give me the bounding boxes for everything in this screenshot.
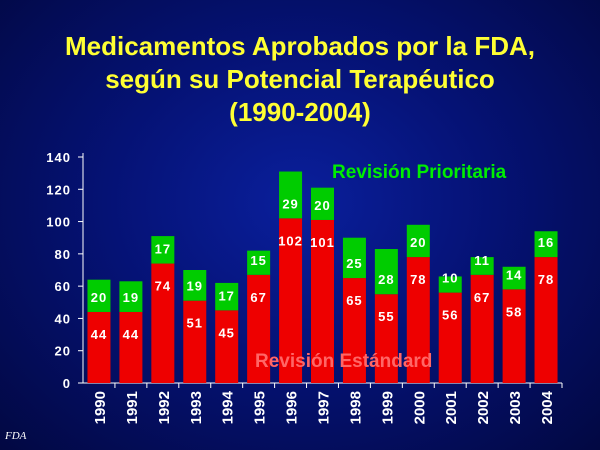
bar-standard xyxy=(374,294,398,383)
x-tick-label: 1999 xyxy=(379,391,396,424)
bar-standard xyxy=(183,300,207,383)
bar-standard xyxy=(438,292,462,383)
x-tick-label: 1995 xyxy=(252,391,269,424)
data-label-standard: 67 xyxy=(250,290,266,305)
bar-standard xyxy=(247,274,271,383)
y-tick-label: 20 xyxy=(55,344,71,359)
y-tick-label: 100 xyxy=(46,215,71,230)
y-tick-label: 140 xyxy=(46,150,71,165)
y-tick-label: 40 xyxy=(55,311,71,326)
x-tick-label: 2000 xyxy=(411,391,428,424)
x-tick-label: 2001 xyxy=(443,391,460,424)
data-label-standard: 56 xyxy=(442,308,458,323)
data-label-priority: 29 xyxy=(282,196,298,211)
bar-priority xyxy=(374,249,398,295)
title-line-2: según su Potencial Terapéutico xyxy=(105,64,495,94)
bar-priority xyxy=(215,282,239,311)
x-tick-label: 2004 xyxy=(539,390,556,424)
data-label-priority: 10 xyxy=(442,271,458,286)
bar-priority xyxy=(87,279,111,312)
x-tick-label: 1992 xyxy=(156,391,173,424)
source-note: FDA xyxy=(5,430,27,442)
data-label-standard: 78 xyxy=(410,272,426,287)
data-label-priority: 17 xyxy=(155,242,171,257)
data-label-priority: 19 xyxy=(187,279,203,294)
annotation-priority: Revisión Prioritaria xyxy=(332,162,507,183)
data-label-priority: 20 xyxy=(314,198,330,213)
x-tick-label: 2003 xyxy=(507,391,524,424)
bar-standard xyxy=(470,274,494,383)
y-tick-label: 120 xyxy=(46,182,71,197)
data-label-standard: 44 xyxy=(91,327,107,342)
x-tick-label: 1993 xyxy=(188,391,205,424)
data-label-standard: 51 xyxy=(187,316,203,331)
title-line-3: (1990-2004) xyxy=(229,97,371,127)
bar-priority xyxy=(406,224,430,258)
data-label-standard: 102 xyxy=(278,233,303,248)
data-label-standard: 44 xyxy=(123,327,139,342)
data-label-standard: 58 xyxy=(506,304,522,319)
bar-priority xyxy=(119,281,143,312)
data-label-priority: 16 xyxy=(538,235,554,250)
x-tick-label: 1994 xyxy=(220,390,237,424)
x-tick-label: 2002 xyxy=(475,391,492,424)
x-tick-label: 1996 xyxy=(284,391,301,424)
bar-priority xyxy=(470,257,494,275)
data-label-standard: 78 xyxy=(538,272,554,287)
bar-priority xyxy=(502,266,526,290)
data-label-priority: 28 xyxy=(378,272,394,287)
bar-standard xyxy=(279,218,303,383)
bar-standard xyxy=(502,289,526,383)
data-label-standard: 45 xyxy=(218,325,234,340)
data-label-priority: 11 xyxy=(474,253,490,268)
x-tick-label: 1998 xyxy=(347,391,364,424)
x-tick-label: 1997 xyxy=(316,391,333,424)
data-label-standard: 101 xyxy=(310,235,335,250)
bar-standard xyxy=(215,310,239,383)
bar-standard xyxy=(342,278,366,383)
data-label-priority: 20 xyxy=(91,290,107,305)
bar-standard xyxy=(311,219,334,383)
bar-priority xyxy=(247,250,271,275)
annotation-standard: Revisión Estándard xyxy=(255,351,432,372)
y-tick-label: 0 xyxy=(63,376,71,391)
chart-title: Medicamentos Aprobados por la FDA, según… xyxy=(0,30,600,129)
bar-priority xyxy=(151,236,175,264)
bar-standard xyxy=(87,311,111,383)
bar-standard xyxy=(406,257,430,383)
bar-standard xyxy=(119,311,143,383)
data-label-standard: 55 xyxy=(378,309,394,324)
data-label-standard: 65 xyxy=(346,293,362,308)
data-label-priority: 17 xyxy=(218,288,234,303)
x-tick-label: 1991 xyxy=(124,391,141,424)
bar-priority xyxy=(183,270,207,301)
data-label-priority: 19 xyxy=(123,290,139,305)
y-tick-label: 80 xyxy=(55,247,71,262)
data-label-standard: 67 xyxy=(474,290,490,305)
bar-priority xyxy=(438,276,462,293)
data-label-standard: 74 xyxy=(155,279,171,294)
x-tick-label: 1990 xyxy=(92,391,109,424)
data-label-priority: 20 xyxy=(410,235,426,250)
bar-priority xyxy=(342,237,366,279)
bar-standard xyxy=(534,257,558,383)
data-label-priority: 15 xyxy=(250,253,266,268)
title-line-1: Medicamentos Aprobados por la FDA, xyxy=(65,31,535,61)
bar-priority xyxy=(311,187,334,220)
y-tick-label: 60 xyxy=(55,279,71,294)
data-label-priority: 14 xyxy=(506,267,522,282)
bar-standard xyxy=(151,263,175,383)
bar-priority xyxy=(534,231,558,258)
data-label-priority: 25 xyxy=(346,256,362,271)
bar-priority xyxy=(279,171,303,219)
